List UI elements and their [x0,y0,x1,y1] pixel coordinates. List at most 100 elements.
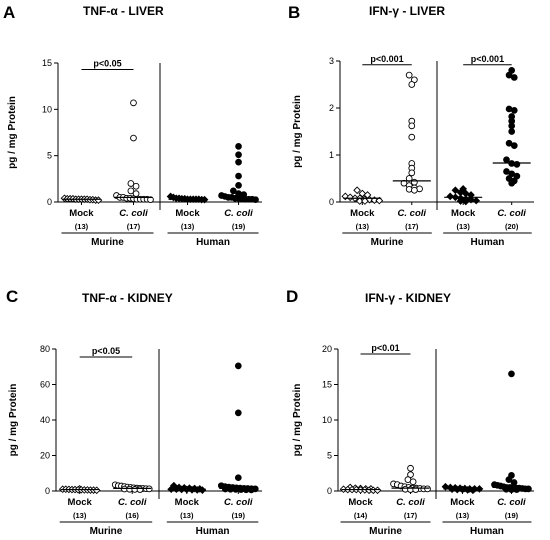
data-point [451,186,460,195]
category-label: C. coli [396,497,425,508]
data-point [234,409,242,417]
sample-size-label: (13) [180,511,194,520]
data-point [408,81,416,88]
sample-size-label: (13) [73,511,87,520]
group-label: Human [196,526,230,537]
significance-label: p<0.001 [370,54,403,64]
data-point [127,187,135,195]
sample-size-label: (17) [127,222,141,231]
y-tick-label: 0 [329,197,334,207]
data-point [235,172,242,180]
y-axis-label: pg / mg Protein [292,95,303,168]
significance-label: p<0.01 [371,343,399,353]
data-point [235,143,242,150]
data-point [508,128,516,135]
data-point [405,71,413,79]
sample-size-label: (17) [404,511,418,520]
category-label: C. coli [497,208,526,219]
significance-label: p<0.05 [92,346,120,356]
data-point [346,193,355,202]
data-point [234,362,242,370]
chart-title: IFN-γ - LIVER [369,4,445,18]
y-tick-label: 5 [327,451,332,461]
data-point [235,151,242,159]
sample-size-label: (19) [505,511,519,520]
group-label: Murine [371,237,404,248]
y-tick-label: 10 [322,415,332,425]
data-point [127,180,135,187]
y-tick-label: 0 [45,486,50,496]
category-label: Mock [68,497,93,508]
category-label: C. coli [119,208,148,219]
data-point [229,187,237,195]
panel-letter: A [3,3,15,22]
data-point [412,486,420,493]
y-tick-label: 2 [329,103,334,113]
category-label: Mock [348,497,373,508]
data-point [132,182,140,190]
y-tick-label: 60 [40,380,50,390]
data-point [130,134,137,142]
y-tick-label: 0 [47,197,52,207]
data-point [353,186,361,195]
data-point [373,486,382,495]
group-label: Human [470,526,504,537]
chart-title: TNF-α - KIDNEY [82,291,173,305]
y-tick-label: 10 [42,104,52,114]
y-tick-label: 1 [329,150,334,160]
panel-letter: D [286,287,298,306]
category-label: Mock [175,497,200,508]
data-point [510,479,518,486]
panel-a: A TNF-α - LIVER pg / mg Protein 0 5 10 15 Mock (… [3,3,262,248]
y-tick-label: 5 [47,151,52,161]
group-label: Human [470,237,504,248]
data-point [407,464,414,472]
panel-letter: C [6,287,18,306]
data-point [503,156,510,164]
data-point [424,485,431,493]
data-point [467,195,475,204]
data-point [411,178,418,186]
data-point [508,122,516,130]
sample-size-label: (13) [75,222,89,231]
y-tick-label: 40 [40,415,50,425]
data-point [130,99,137,107]
data-point [375,196,384,205]
y-axis-label: pg / mg Protein [292,384,303,457]
data-point [456,197,465,205]
sample-size-label: (20) [505,222,519,231]
y-tick-label: 20 [40,451,50,461]
data-point [408,169,416,177]
data-point [361,197,369,205]
data-point [510,142,518,149]
panel-letter: B [288,3,300,22]
data-point [525,485,532,493]
data-point [136,486,144,493]
chart-title: TNF-α - LIVER [83,4,164,18]
data-point [408,133,416,141]
group-label: Murine [91,237,124,248]
data-point [235,158,242,166]
data-point [408,122,416,130]
category-label: Mock [451,208,476,219]
data-point [510,74,518,81]
sample-size-label: (13) [456,511,470,520]
sample-size-label: (13) [181,222,195,231]
data-point [234,474,242,482]
sample-size-label: (17) [405,222,419,231]
category-label: Mock [175,208,200,219]
data-point [472,196,481,205]
data-point [513,486,521,493]
sample-size-label: (13) [457,222,471,231]
y-axis-label: pg / mg Protein [7,96,18,169]
sample-size-label: (16) [126,511,140,520]
data-point [409,478,417,486]
data-point [446,192,455,201]
sample-size-label: (14) [354,511,368,520]
category-label: C. coli [118,497,147,508]
data-point [461,197,470,206]
data-point [411,186,418,194]
category-label: Mock [450,497,475,508]
data-point [235,181,242,189]
